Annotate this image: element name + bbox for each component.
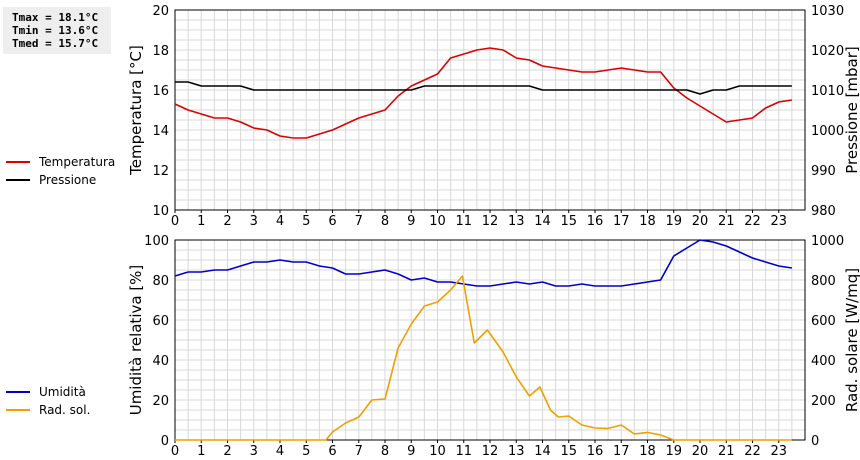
y-tick-label: 40 [152,354,169,369]
y-tick-label: 0 [161,434,169,449]
x-tick-label: 20 [692,214,709,229]
chart-bottom: 0 1 2 3 4 5 6 7 8 9 10 11 12 13 14 15 16 17 18 19 20 21 22 2302… [127,234,860,459]
legend-swatch-pressione [6,179,30,181]
x-tick-label: 15 [560,444,577,459]
legend-label-radiazione: Rad. sol. [39,403,91,417]
y-tick-label: 100 [144,234,169,249]
x-tick-label: 3 [250,444,258,459]
y-tick-label: 20 [152,4,169,19]
x-tick-label: 14 [534,214,551,229]
y2-tick-label: 1000 [811,234,844,249]
y-tick-label: 18 [152,44,169,59]
statistics-box: Tmax = 18.1°C Tmin = 13.6°C Tmed = 15.7°… [3,7,111,54]
x-tick-label: 3 [250,214,258,229]
x-tick-label: 6 [328,214,336,229]
x-tick-label: 17 [613,214,630,229]
y-tick-label: 10 [152,204,169,219]
x-tick-label: 2 [223,214,231,229]
x-tick-label: 10 [429,214,446,229]
x-tick-label: 23 [770,444,787,459]
x-tick-label: 9 [407,214,415,229]
x-tick-label: 16 [587,214,604,229]
x-tick-label: 4 [276,444,284,459]
x-tick-label: 9 [407,444,415,459]
x-tick-label: 5 [302,214,310,229]
x-tick-label: 12 [482,444,499,459]
y-tick-label: 60 [152,314,169,329]
tmin-stat: Tmin = 13.6°C [12,24,99,37]
y2-tick-label: 1000 [811,124,844,139]
x-tick-label: 0 [171,444,179,459]
x-tick-label: 12 [482,214,499,229]
chart-top: 0 1 2 3 4 5 6 7 8 9 10 11 12 13 14 15 16 17 18 19 20 21 22 2310… [127,4,860,229]
x-tick-label: 21 [718,214,735,229]
x-tick-label: 17 [613,444,630,459]
y2-axis-label: Pressione [mbar] [843,46,860,174]
y-tick-label: 16 [152,84,169,99]
x-tick-label: 11 [455,214,472,229]
y-axis-label: Temperatura [°C] [127,45,145,176]
y2-tick-label: 400 [811,354,836,369]
y-tick-label: 80 [152,274,169,289]
x-tick-label: 5 [302,444,310,459]
y-tick-label: 14 [152,124,169,139]
x-tick-label: 0 [171,214,179,229]
series-line-umidit [174,239,793,287]
y2-tick-label: 980 [811,204,836,219]
x-tick-label: 21 [718,444,735,459]
y2-tick-label: 990 [811,164,836,179]
x-tick-label: 22 [744,214,761,229]
y2-tick-label: 1010 [811,84,844,99]
x-tick-label: 10 [429,444,446,459]
x-tick-label: 1 [197,444,205,459]
legend-swatch-umidita [6,391,30,393]
y2-tick-label: 600 [811,314,836,329]
y2-tick-label: 800 [811,274,836,289]
x-tick-label: 18 [639,444,656,459]
x-tick-label: 19 [665,444,682,459]
y2-tick-label: 1030 [811,4,844,19]
x-tick-label: 22 [744,444,761,459]
x-tick-label: 19 [665,214,682,229]
series-line-temperatura [174,47,793,139]
legend-swatch-radiazione [6,409,30,411]
y-tick-label: 20 [152,394,169,409]
x-tick-label: 1 [197,214,205,229]
y2-tick-label: 0 [811,434,819,449]
x-tick-label: 7 [355,214,363,229]
x-tick-label: 14 [534,444,551,459]
x-tick-label: 8 [381,444,389,459]
y-axis-label: Umidità relativa [%] [127,265,145,416]
y2-axis-label: Rad. solare [W/mq] [843,268,860,412]
tmax-stat: Tmax = 18.1°C [12,11,99,24]
x-tick-label: 13 [508,444,525,459]
x-tick-label: 6 [328,444,336,459]
legend-label-umidita: Umidità [39,385,86,399]
x-tick-label: 23 [770,214,787,229]
y2-tick-label: 1020 [811,44,844,59]
x-tick-label: 20 [692,444,709,459]
tmed-stat: Tmed = 15.7°C [12,37,99,50]
x-tick-label: 7 [355,444,363,459]
series-line-rad-sol [175,275,792,441]
legend-label-pressione: Pressione [39,173,97,187]
x-tick-label: 2 [223,444,231,459]
x-tick-label: 15 [560,214,577,229]
x-tick-label: 13 [508,214,525,229]
x-tick-label: 8 [381,214,389,229]
legend-label-temperatura: Temperatura [39,155,116,169]
x-tick-label: 16 [587,444,604,459]
x-tick-label: 11 [455,444,472,459]
y2-tick-label: 200 [811,394,836,409]
x-tick-label: 4 [276,214,284,229]
x-tick-label: 18 [639,214,656,229]
series-line-pressione [175,81,792,95]
y-tick-label: 12 [152,164,169,179]
legend-swatch-temperatura [6,161,30,163]
